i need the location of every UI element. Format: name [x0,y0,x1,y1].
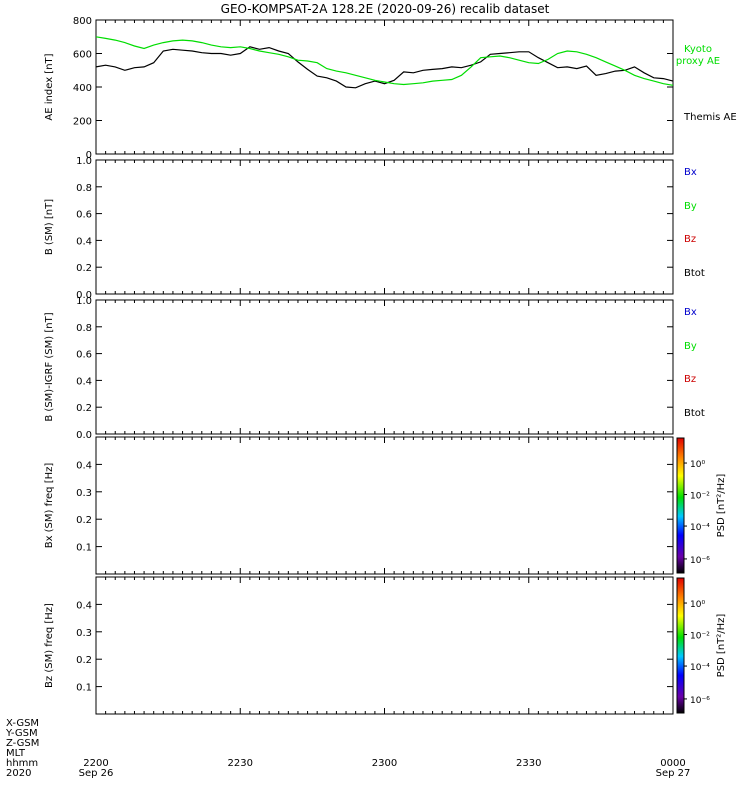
y-tick-label: 0.8 [76,323,92,334]
y-tick-label: 0.2 [76,263,92,274]
colorbar [676,577,685,714]
y-tick-label: 0.0 [76,430,92,441]
y-tick-label: 600 [73,50,92,61]
y-axis-label: B (SM)-IGRF (SM) [nT] [44,312,55,421]
row-label: Y-GSM [5,728,38,739]
y-tick-label: 0.2 [76,515,92,526]
legend-kyoto: proxy AE [676,56,720,67]
y-tick-label: 0.8 [76,183,92,194]
colorbar-tick-label: 10⁻² [690,492,710,502]
y-tick-label: 1.0 [76,296,92,307]
colorbar-tick-label: 10⁻⁶ [690,696,710,706]
y-tick-label: 0.1 [76,543,92,554]
row-label: Z-GSM [6,738,39,749]
colorbar-tick-label: 10⁰ [690,600,705,610]
y-axis-label: Bx (SM) freq [Hz] [44,463,55,549]
panel-3: 0.0 0.2 0.4 0.6 0.8 1.0 B (SM)-IGRF (SM) [nT] B… [44,296,705,441]
colorbar-label: PSD [nT²/Hz] [716,614,727,678]
y-tick-label: 0.6 [76,350,92,361]
plot-frame [95,159,674,295]
y-tick-label: 0.3 [76,628,92,639]
x-tick-label: 2330 [516,758,541,769]
y-tick-label: 0.2 [76,655,92,666]
legend-by: By [684,341,697,352]
y-tick-label: 1.0 [76,156,92,167]
panel-4: 0.1 0.2 0.3 0.4 Bx (SM) freq [Hz] 10⁰ 10⁻² 10⁻⁴… [44,436,727,575]
y-tick-label: 0.2 [76,403,92,414]
y-tick-label: 0.4 [76,460,92,471]
x-date-label: Sep 26 [79,768,114,779]
colorbar-tick-label: 10⁻² [690,632,710,642]
row-label: X-GSM [6,718,39,729]
series-line-kyoto-proxy-ae [95,36,674,86]
row-label: hhmm [6,758,38,769]
panel-5: 0.1 0.2 0.3 0.4 Bz (SM) freq [Hz] 10⁰ 10⁻² 10⁻⁴… [44,576,727,715]
legend-btot: Btot [684,408,705,419]
y-tick-label: 800 [73,16,92,27]
x-tick-label: 0000 [660,758,685,769]
colorbar-tick-label: 10⁻⁶ [690,556,710,566]
y-tick-label: 0.4 [76,376,92,387]
y-tick-label: 0.6 [76,210,92,221]
plot-frame [95,576,674,715]
x-tick-label: 2300 [372,758,397,769]
y-axis-label: B (SM) [nT] [44,199,55,255]
legend-bx: Bx [684,307,697,318]
y-tick-label: 0.1 [76,683,92,694]
y-tick-label: 0.4 [76,236,92,247]
colorbar [676,437,685,574]
x-tick-label: 2200 [83,758,108,769]
y-tick-label: 200 [73,117,92,128]
row-label: MLT [6,748,26,759]
panel-2: 0.0 0.2 0.4 0.6 0.8 1.0 B (SM) [nT] Bx By Bz Btot [44,156,705,301]
series-line-themis-ae [95,46,674,89]
y-tick-label: 0 [86,150,92,161]
y-axis-label: AE index [nT] [44,53,55,120]
colorbar-tick-label: 10⁰ [690,460,705,470]
plot-frame [95,436,674,575]
chart-title: GEO-KOMPSAT-2A 128.2E (2020-09-26) recal… [221,2,550,16]
y-tick-label: 0.0 [76,290,92,301]
colorbar-label: PSD [nT²/Hz] [716,474,727,538]
legend-bz: Bz [684,374,696,385]
y-axis-label: Bz (SM) freq [Hz] [44,603,55,688]
y-tick-label: 0.4 [76,600,92,611]
row-label: 2020 [6,768,31,779]
y-tick-label: 400 [73,83,92,94]
plot-frame [95,299,674,435]
x-date-label: Sep 27 [656,768,691,779]
x-tick-label: 2230 [228,758,253,769]
colorbar-tick-label: 10⁻⁴ [690,663,710,673]
legend-by: By [684,201,697,212]
legend-bz: Bz [684,234,696,245]
y-tick-label: 0.3 [76,488,92,499]
legend-btot: Btot [684,268,705,279]
legend-bx: Bx [684,167,697,178]
legend-kyoto: Kyoto [684,44,712,55]
colorbar-tick-label: 10⁻⁴ [690,523,710,533]
legend-themis: Themis AE [683,112,737,123]
